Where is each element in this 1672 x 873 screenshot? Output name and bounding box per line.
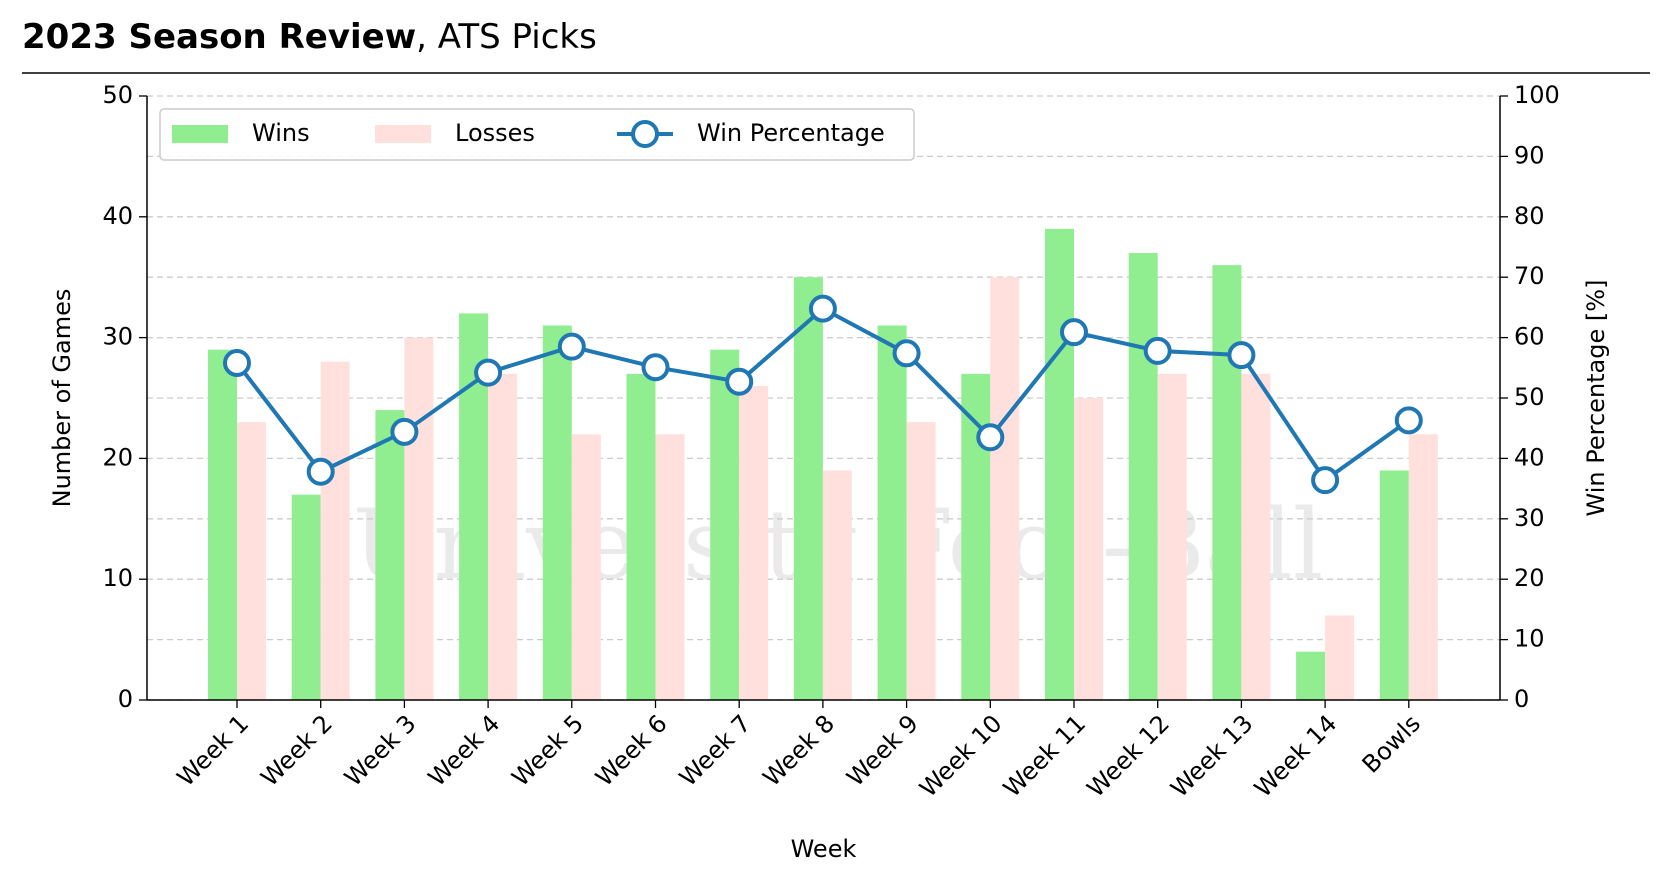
- legend-swatch: [375, 125, 431, 143]
- x-tick-label: Week 2: [255, 709, 337, 791]
- marker: [641, 353, 670, 382]
- x-tick-label: Week 11: [998, 709, 1091, 802]
- y2-axis-label: Win Percentage [%]: [1582, 280, 1610, 517]
- title-rest: , ATS Picks: [416, 17, 597, 57]
- bar: [793, 277, 823, 700]
- marker: [223, 348, 251, 377]
- bar: [208, 349, 237, 700]
- marker: [1311, 466, 1340, 495]
- bar: [1408, 434, 1438, 700]
- x-tick-label: Week 13: [1165, 709, 1258, 802]
- legend-box: [159, 108, 915, 161]
- bar: [710, 349, 740, 700]
- y-tick-label: 10: [102, 564, 133, 592]
- bar: [655, 434, 685, 700]
- chart-title: 2023 Season Review, ATS Picks: [22, 17, 597, 57]
- marker: [1227, 341, 1256, 370]
- bar: [488, 373, 518, 700]
- bar: [1241, 373, 1271, 700]
- bar: [822, 470, 852, 700]
- y2-tick-label: 60: [1514, 323, 1545, 351]
- marker: [892, 339, 921, 368]
- y2-tick-label: 100: [1514, 81, 1560, 109]
- y-tick-label: 20: [102, 443, 133, 471]
- y-tick-label: 0: [118, 685, 133, 713]
- marker: [1060, 318, 1088, 347]
- marker: [1394, 406, 1423, 435]
- bar: [291, 494, 321, 700]
- bar: [1045, 228, 1074, 700]
- y-tick-label: 30: [102, 323, 133, 351]
- bar: [237, 422, 266, 700]
- x-tick-label: Week 5: [507, 709, 589, 791]
- x-tick-label: Week 14: [1249, 709, 1342, 802]
- y2-tick-label: 10: [1514, 625, 1545, 653]
- marker: [557, 332, 586, 361]
- marker: [976, 423, 1005, 452]
- y2-tick-label: 50: [1514, 383, 1545, 411]
- x-tick-label: Week 4: [423, 709, 505, 791]
- bar: [990, 277, 1020, 700]
- marker: [390, 417, 419, 446]
- x-tick-label: Week 6: [590, 709, 672, 791]
- y2-tick-label: 20: [1514, 564, 1545, 592]
- bar: [906, 422, 936, 700]
- x-tick-label: Week 3: [339, 709, 421, 791]
- bar: [1325, 615, 1355, 700]
- x-tick-label: Week 1: [172, 709, 254, 791]
- legend-label: Wins: [252, 119, 310, 147]
- legend-label: Losses: [455, 119, 535, 147]
- y2-tick-label: 90: [1514, 141, 1545, 169]
- y-axis-label: Number of Games: [48, 289, 76, 508]
- bar: [1074, 398, 1103, 700]
- x-tick-label: Week 12: [1082, 709, 1175, 802]
- marker: [306, 457, 335, 486]
- bar: [320, 361, 350, 700]
- y2-tick-label: 0: [1514, 685, 1529, 713]
- marker: [725, 367, 754, 396]
- y2-tick-label: 80: [1514, 202, 1545, 230]
- marker: [808, 294, 837, 323]
- x-tick-label: Bowls: [1357, 709, 1426, 778]
- x-tick-label: Week 9: [841, 709, 923, 791]
- y-tick-label: 50: [102, 81, 133, 109]
- bar: [1157, 373, 1187, 700]
- bar: [739, 385, 769, 700]
- x-tick-label: Week 10: [914, 709, 1007, 802]
- bar: [542, 325, 572, 700]
- bar: [571, 434, 601, 700]
- bar: [1379, 470, 1409, 700]
- marker: [474, 358, 503, 387]
- y2-tick-label: 30: [1514, 504, 1545, 532]
- bar: [877, 325, 907, 700]
- x-tick-label: Week 8: [758, 709, 840, 791]
- marker: [1143, 336, 1172, 365]
- bar: [1296, 651, 1326, 700]
- y2-tick-label: 70: [1514, 262, 1545, 290]
- y2-tick-label: 40: [1514, 443, 1545, 471]
- y-tick-label: 40: [102, 202, 133, 230]
- bar: [375, 410, 405, 700]
- legend-marker: [631, 120, 659, 148]
- x-axis-label: Week: [791, 835, 857, 863]
- bar: [1128, 253, 1158, 701]
- bar: [404, 337, 434, 700]
- legend-swatch: [172, 125, 228, 143]
- title-main: 2023 Season Review: [22, 17, 416, 57]
- legend-label: Win Percentage: [697, 119, 885, 147]
- bar: [626, 373, 656, 700]
- x-tick-label: Week 7: [674, 709, 756, 791]
- bar: [1212, 265, 1242, 700]
